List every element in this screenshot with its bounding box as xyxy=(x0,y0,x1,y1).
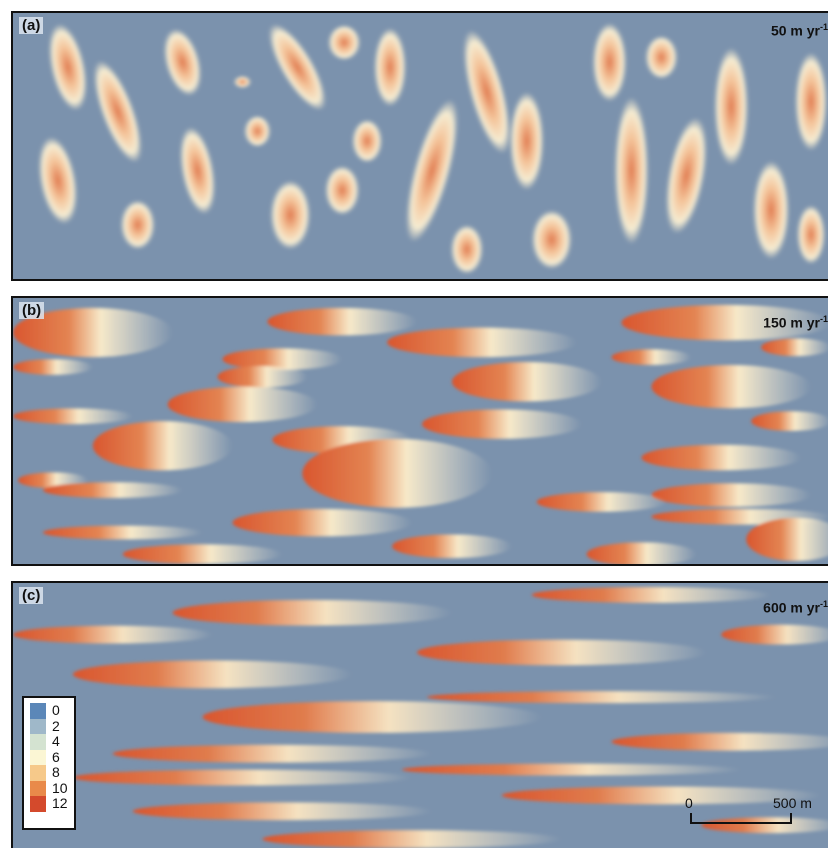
legend-item: 2 xyxy=(30,717,74,734)
migration-rate-label: 50 m yr-1 xyxy=(770,22,828,39)
migration-rate-label: 150 m yr-1 xyxy=(763,314,828,331)
scale-tick-left xyxy=(690,813,692,823)
legend-label: 0 xyxy=(52,702,60,719)
dune-field-a xyxy=(13,13,828,279)
panel-c: (c) 600 m yr-1 0 2 4 6 8 10 12 0 500 m xyxy=(11,581,828,848)
dune-field-c xyxy=(13,583,828,848)
legend-swatch xyxy=(30,765,46,781)
legend-swatch xyxy=(30,703,46,719)
panel-label: (c) xyxy=(19,587,44,604)
dune-field-b xyxy=(13,298,828,564)
legend-swatch xyxy=(30,734,46,750)
height-legend: 0 2 4 6 8 10 12 xyxy=(22,696,76,830)
scale-bar: 0 500 m xyxy=(685,795,828,831)
legend-item: 8 xyxy=(30,765,74,781)
scale-end-label: 500 m xyxy=(773,795,812,811)
legend-swatch xyxy=(30,780,46,796)
panel-label: (b) xyxy=(19,302,45,319)
legend-item: 12 xyxy=(30,796,74,812)
legend-item: 0 xyxy=(30,703,74,719)
panel-a: (a) 50 m yr-1 xyxy=(11,11,828,281)
legend-swatch xyxy=(30,718,46,734)
legend-item: 6 xyxy=(30,748,74,765)
scale-start-label: 0 xyxy=(685,795,693,811)
legend-label: 6 xyxy=(52,748,60,765)
legend-label: 2 xyxy=(52,717,60,734)
legend-swatch xyxy=(30,796,46,812)
legend-item: 4 xyxy=(30,734,74,750)
migration-rate-label: 600 m yr-1 xyxy=(763,599,828,616)
legend-label: 12 xyxy=(52,795,68,812)
legend-label: 4 xyxy=(52,733,60,750)
scale-tick-right xyxy=(790,813,792,823)
legend-label: 8 xyxy=(52,764,60,781)
legend-item: 10 xyxy=(30,779,74,796)
panel-b: (b) 150 m yr-1 xyxy=(11,296,828,566)
legend-label: 10 xyxy=(52,779,68,796)
panel-label: (a) xyxy=(19,17,44,34)
scale-line xyxy=(690,822,792,824)
legend-swatch xyxy=(30,749,46,765)
